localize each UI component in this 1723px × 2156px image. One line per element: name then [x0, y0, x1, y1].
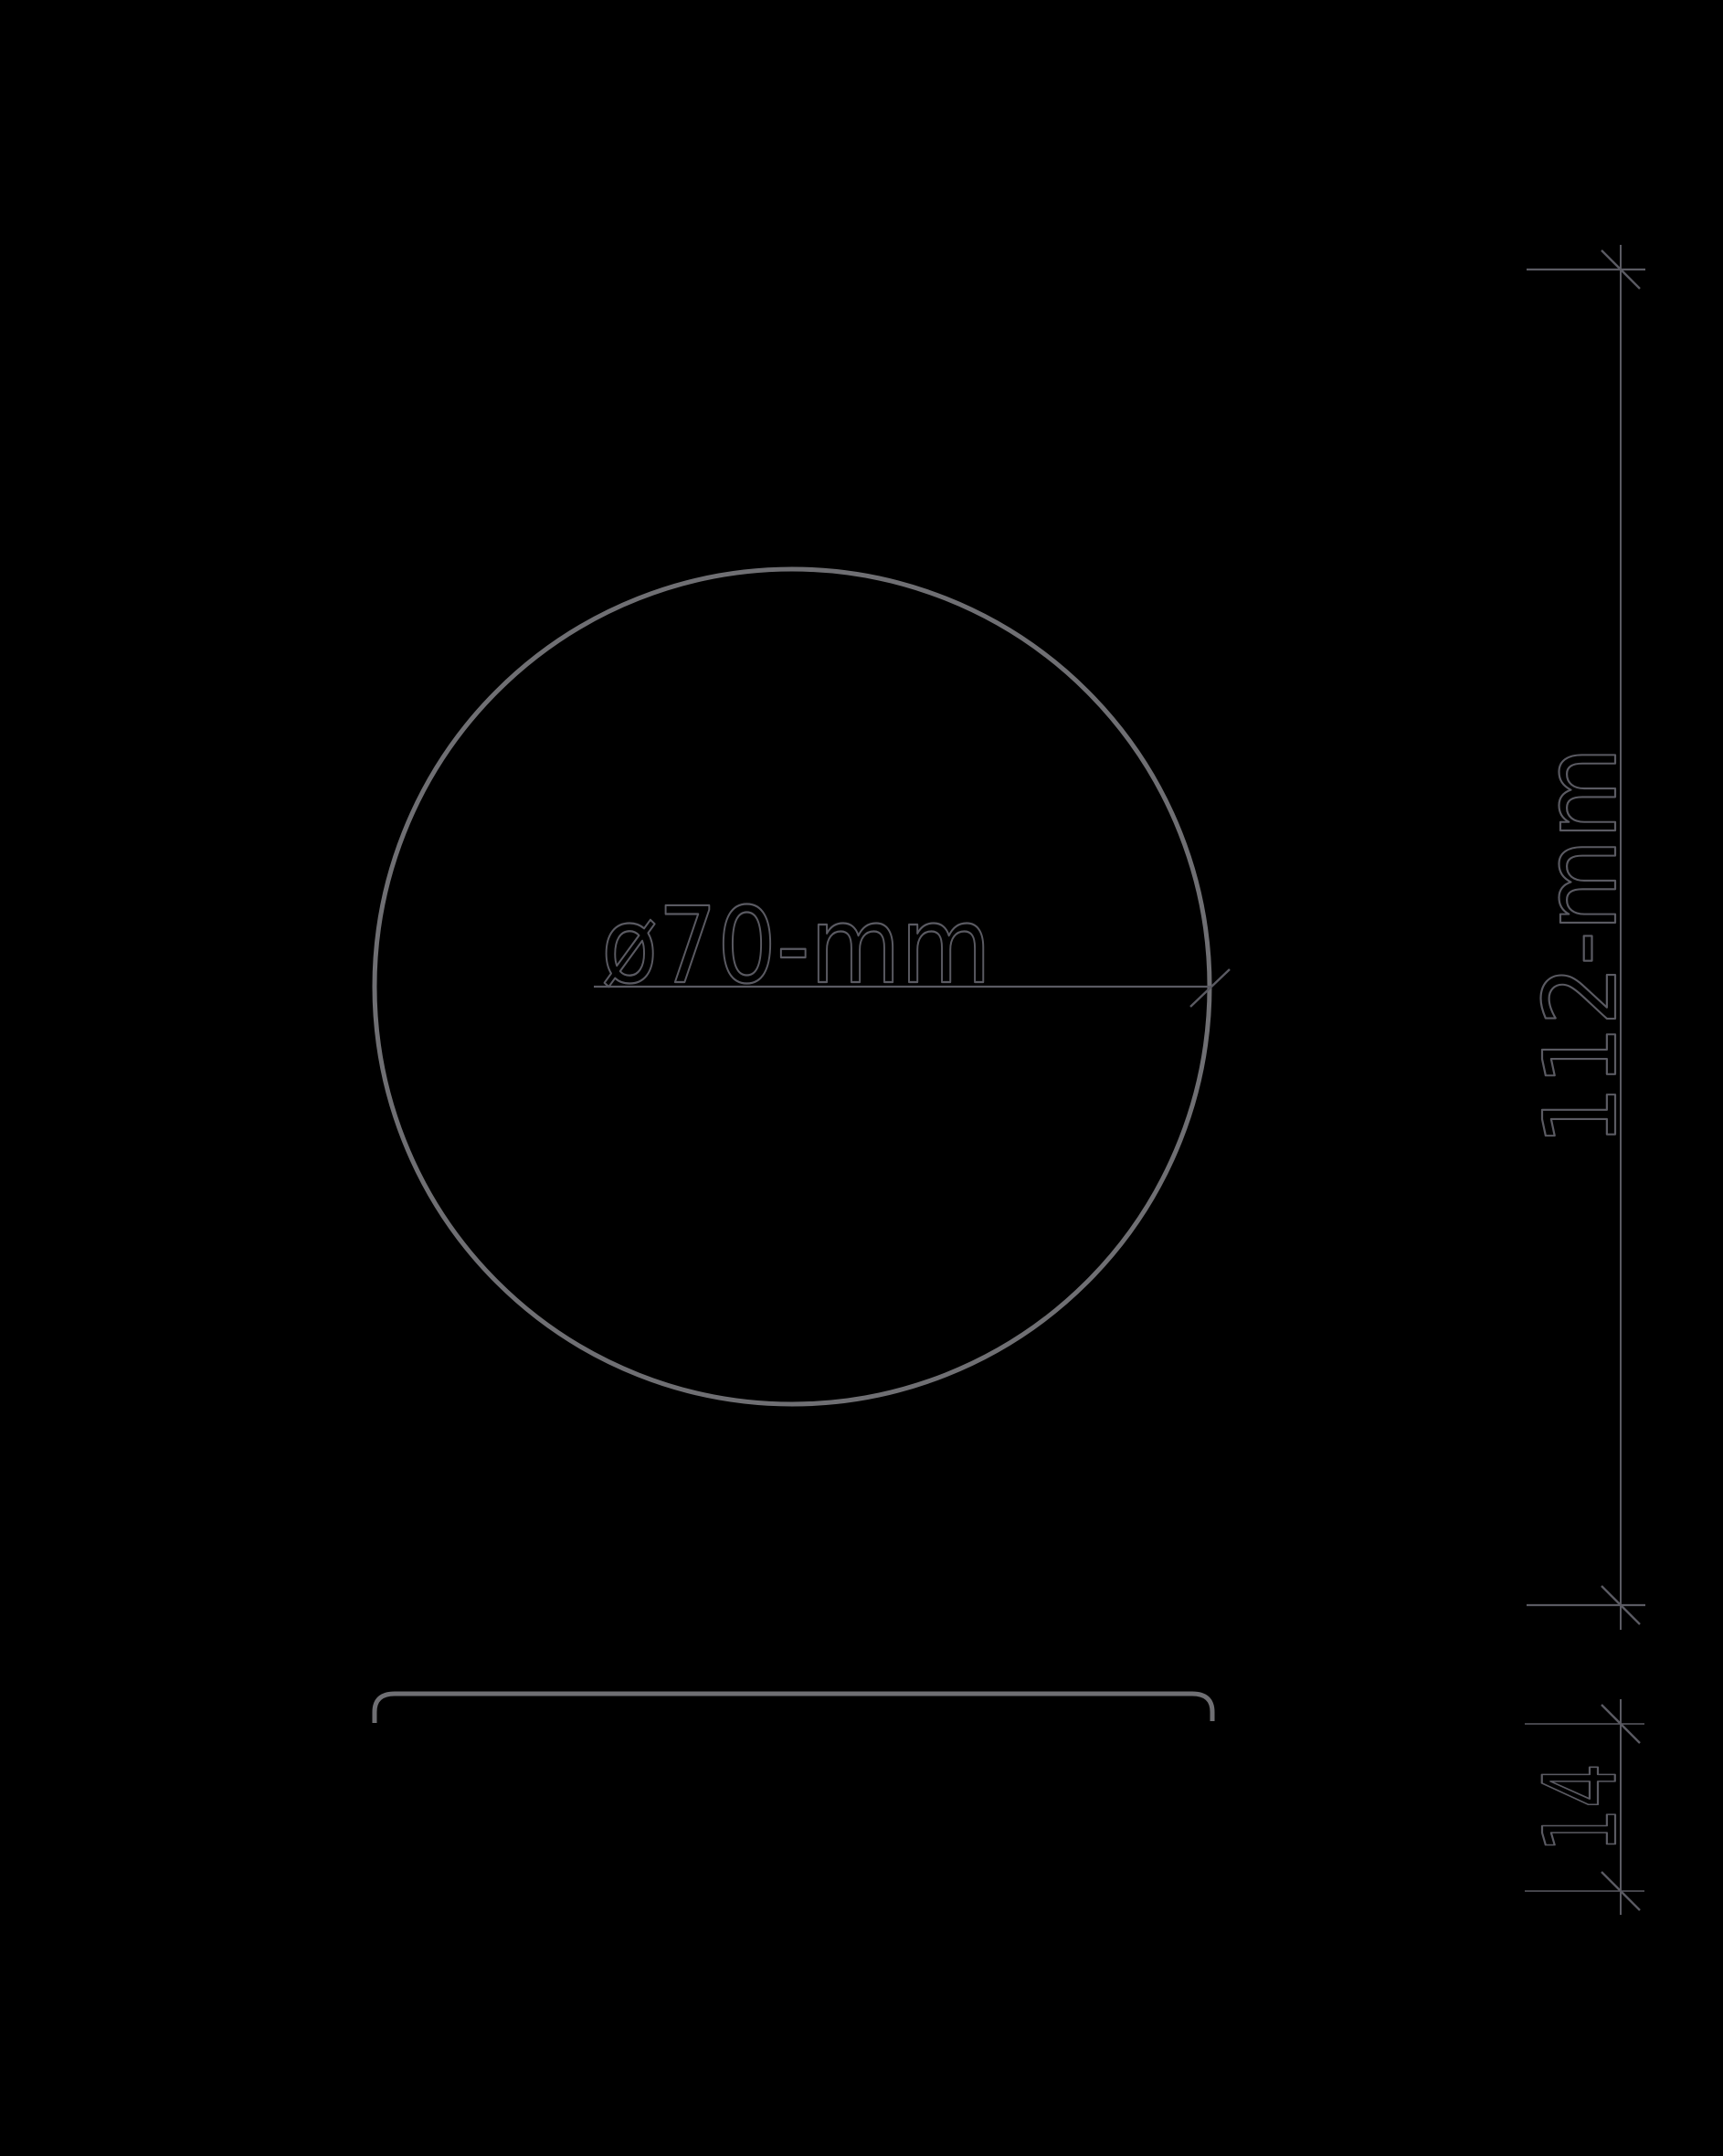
base-thickness-tick-top-icon [1601, 1704, 1641, 1744]
height-tick-bottom-icon [1601, 1585, 1641, 1625]
height-tick-top-icon [1601, 249, 1641, 290]
base-thickness-dimension: 14 [1521, 1699, 1644, 1915]
height-dimension: 112-mm [1521, 245, 1645, 1630]
diameter-dimension-label: ø70-mm [601, 885, 991, 1008]
height-dimension-label: 112-mm [1522, 747, 1639, 1147]
diameter-dimension: ø70-mm [594, 884, 1231, 1009]
base-plate-outline [372, 1691, 1215, 1723]
base-thickness-dimension-label: 14 [1522, 1763, 1639, 1853]
diameter-tick-icon [1189, 968, 1231, 1008]
base-thickness-tick-bottom-icon [1601, 1871, 1641, 1911]
